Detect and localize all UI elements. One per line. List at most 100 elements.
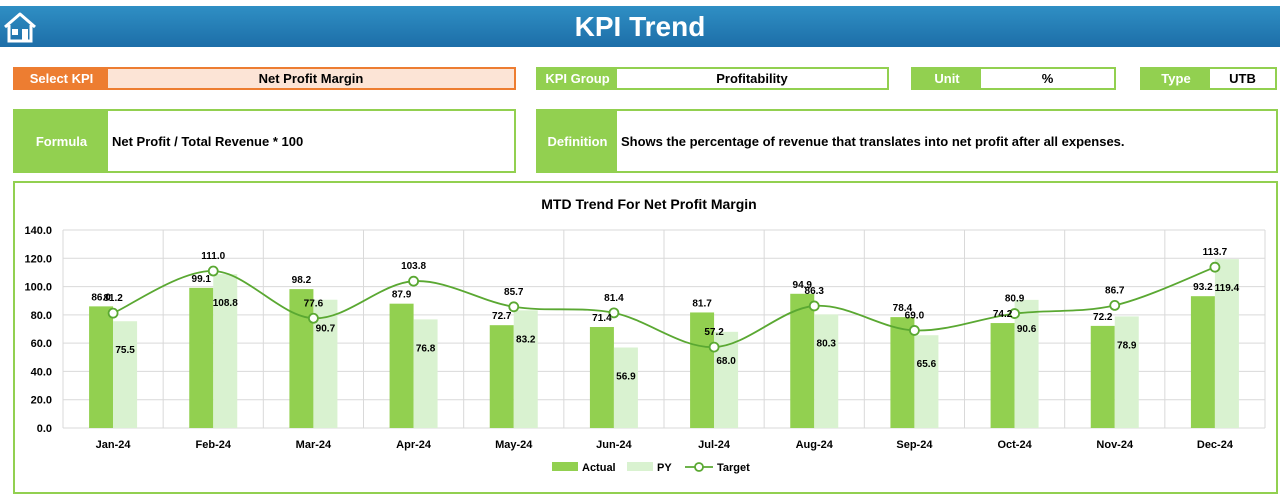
unit-label: Unit — [913, 69, 981, 88]
target-point — [107, 307, 119, 319]
formula-label: Formula — [15, 111, 108, 171]
label-py: 119.4 — [1215, 283, 1240, 294]
bar-actual — [89, 306, 114, 428]
target-point — [508, 301, 520, 313]
legend-swatch-actual — [552, 462, 578, 471]
target-line — [112, 266, 1216, 349]
label-actual: 78.4 — [893, 303, 913, 314]
y-tick-label: 120.0 — [24, 253, 52, 265]
chart-title: MTD Trend For Net Profit Margin — [541, 196, 756, 212]
type-value: UTB — [1229, 71, 1256, 86]
target-point — [1209, 261, 1221, 273]
bar-py — [513, 310, 538, 428]
label-target: 77.6 — [304, 298, 324, 309]
x-tick-label: Jun-24 — [596, 439, 632, 451]
y-tick-label: 100.0 — [24, 282, 52, 294]
target-point — [1009, 308, 1020, 319]
kpi-trend-chart: MTD Trend For Net Profit Margin 0.0 20.0 40… — [24, 196, 1266, 474]
bar-py — [113, 321, 138, 428]
label-py: 76.8 — [416, 343, 436, 354]
label-target: 111.0 — [201, 251, 225, 262]
select-kpi-box: Select KPI Net Profit Margin — [13, 67, 516, 90]
label-actual: 74.2 — [993, 309, 1013, 320]
y-tick-label: 0.0 — [37, 423, 52, 435]
target-point — [909, 325, 920, 336]
label-target: 80.9 — [1005, 294, 1025, 305]
target-point — [608, 307, 620, 319]
bar-actual — [489, 325, 514, 428]
label-py: 108.8 — [213, 298, 238, 309]
label-target: 86.3 — [805, 286, 825, 297]
label-actual: 94.9 — [793, 280, 813, 291]
x-tick-label: May-24 — [495, 439, 533, 451]
target-point — [708, 341, 720, 353]
bar-py — [814, 314, 839, 428]
label-py: 83.2 — [516, 334, 536, 345]
y-tick-label: 60.0 — [31, 338, 52, 350]
home-button[interactable] — [2, 11, 38, 43]
definition-value: Shows the percentage of revenue that tra… — [621, 133, 1125, 149]
label-target: 103.8 — [401, 261, 426, 272]
x-tick-label: Apr-24 — [396, 439, 432, 451]
label-actual: 99.1 — [192, 274, 212, 285]
bar-py — [914, 335, 939, 428]
label-py: 75.5 — [115, 345, 135, 356]
label-py: 65.6 — [917, 359, 937, 370]
target-point — [207, 265, 219, 277]
x-tick-label: Mar-24 — [296, 439, 332, 451]
formula-value: Net Profit / Total Revenue * 100 — [112, 133, 304, 149]
bar-actual — [189, 287, 214, 428]
label-target: 86.7 — [1105, 285, 1125, 296]
x-tick-label: Dec-24 — [1197, 439, 1234, 451]
x-tick-label: Nov-24 — [1096, 439, 1134, 451]
label-target: 113.7 — [1203, 247, 1228, 258]
label-py: 90.7 — [316, 324, 336, 335]
label-actual: 71.4 — [592, 313, 612, 324]
label-actual: 93.2 — [1193, 282, 1213, 293]
legend-swatch-target-marker — [694, 462, 704, 472]
target-point — [308, 312, 319, 324]
type-label: Type — [1142, 69, 1210, 88]
label-actual: 98.2 — [292, 275, 312, 286]
bar-actual — [289, 289, 314, 428]
bar-actual — [589, 327, 614, 428]
label-actual: 81.7 — [692, 298, 712, 309]
label-py: 90.6 — [1017, 324, 1037, 335]
kpi-group-box: KPI Group Profitability — [536, 67, 889, 90]
bar-actual — [890, 317, 915, 428]
x-tick-label: Oct-24 — [997, 439, 1032, 451]
y-tick-label: 20.0 — [31, 395, 52, 407]
label-actual: 86.0 — [91, 292, 111, 303]
bar-py — [613, 347, 638, 428]
x-tick-label: Jul-24 — [698, 439, 731, 451]
target-point — [808, 300, 820, 312]
y-tick-label: 140.0 — [24, 225, 52, 237]
legend-label-py: PY — [657, 462, 672, 474]
x-tick-label: Aug-24 — [796, 439, 834, 451]
label-actual: 72.7 — [492, 311, 512, 322]
label-py: 56.9 — [616, 372, 636, 383]
label-target: 81.4 — [604, 293, 624, 304]
y-tick-label: 80.0 — [31, 310, 52, 322]
unit-value: % — [1041, 71, 1054, 86]
bar-actual — [790, 293, 815, 428]
label-target: 85.7 — [504, 287, 524, 298]
definition-label: Definition — [538, 111, 617, 171]
header-bar: KPI Trend — [0, 6, 1280, 47]
definition-box: Definition Shows the percentage of reven… — [536, 109, 1278, 173]
label-py: 80.3 — [817, 338, 837, 349]
select-kpi-dropdown[interactable]: Net Profit Margin — [108, 69, 514, 88]
kpi-group-value: Profitability — [716, 71, 788, 86]
bar-actual — [690, 312, 715, 428]
label-actual: 72.2 — [1093, 312, 1113, 323]
bar-py — [1214, 259, 1239, 428]
target-point — [408, 275, 419, 287]
target-point — [1109, 299, 1121, 311]
bar-actual — [990, 323, 1015, 428]
home-icon — [4, 12, 36, 43]
legend-swatch-py — [627, 462, 653, 471]
label-target: 69.0 — [905, 310, 925, 321]
bar-actual — [1190, 296, 1215, 428]
page-title: KPI Trend — [574, 11, 706, 42]
label-actual: 87.9 — [392, 290, 412, 301]
